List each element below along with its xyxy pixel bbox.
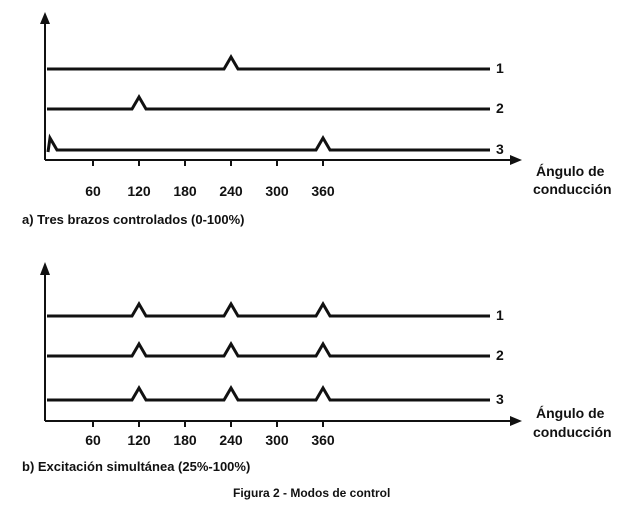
panel-a-x-title-line2: conducción <box>533 181 612 197</box>
panel-b-waveform-3 <box>47 385 490 402</box>
panel-b-x-title-line1: Ángulo de <box>536 405 605 421</box>
panel-a-x-title-line1: Ángulo de <box>536 163 605 179</box>
panel-a-line-label-3: 3 <box>496 141 504 157</box>
panel-b-x-title-line2: conducción <box>533 424 612 440</box>
panel-b: 60 120 180 240 300 360 1 2 3 Ángulo de conducci… <box>22 262 612 474</box>
panel-b-tick-label-300: 300 <box>265 432 289 448</box>
panel-a-tick-label-240: 240 <box>219 183 243 199</box>
panel-a-line-label-2: 2 <box>496 100 504 116</box>
panel-b-x-axis-arrow <box>510 416 522 426</box>
panel-a-line-label-1: 1 <box>496 60 504 76</box>
panel-a: 60 120 180 240 300 360 1 2 3 Ángulo de conducci… <box>22 12 612 227</box>
panel-a-waveform-2 <box>47 94 490 111</box>
panel-a-tick-label-300: 300 <box>265 183 289 199</box>
figure-caption: Figura 2 - Modos de control <box>233 486 390 500</box>
panel-b-line-label-1: 1 <box>496 307 504 323</box>
panel-b-waveform-1 <box>47 301 490 318</box>
panel-b-tick-label-60: 60 <box>85 432 101 448</box>
panel-a-tick-label-360: 360 <box>311 183 335 199</box>
panel-b-line-label-3: 3 <box>496 391 504 407</box>
panel-a-tick-label-60: 60 <box>85 183 101 199</box>
panel-b-tick-label-180: 180 <box>173 432 197 448</box>
panel-b-caption: b) Excitación simultánea (25%-100%) <box>22 459 250 474</box>
panel-a-tick-label-120: 120 <box>127 183 151 199</box>
panel-a-y-axis-arrow <box>40 12 50 24</box>
panel-b-line-label-2: 2 <box>496 347 504 363</box>
panel-b-tick-label-360: 360 <box>311 432 335 448</box>
panel-b-y-axis-arrow <box>40 262 50 275</box>
panel-a-caption: a) Tres brazos controlados (0-100%) <box>22 212 245 227</box>
panel-a-waveform-3 <box>46 133 490 153</box>
panel-a-waveform-1 <box>47 54 490 71</box>
panel-b-waveform-2 <box>47 341 490 358</box>
panel-b-tick-label-240: 240 <box>219 432 243 448</box>
panel-b-tick-label-120: 120 <box>127 432 151 448</box>
panel-a-x-axis-arrow <box>510 155 522 165</box>
panel-a-tick-label-180: 180 <box>173 183 197 199</box>
